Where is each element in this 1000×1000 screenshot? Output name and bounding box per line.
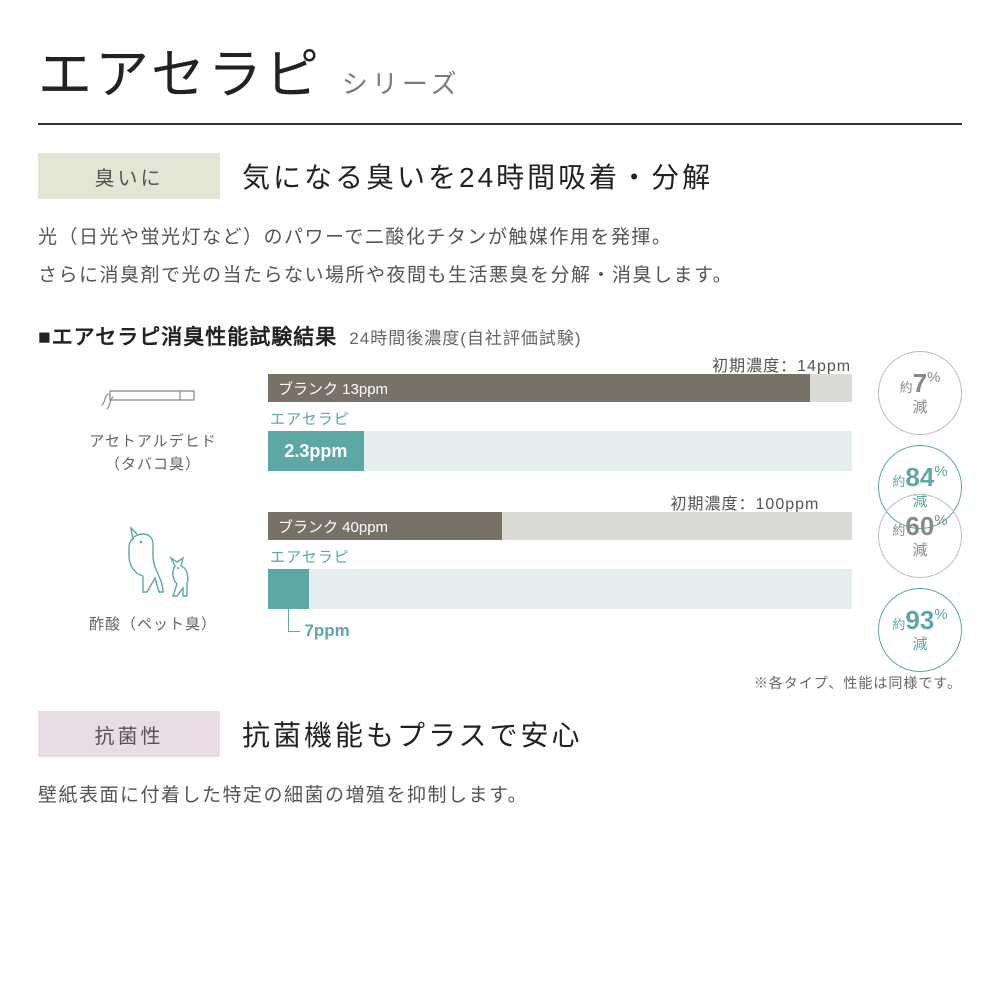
chart-title: ■エアセラピ消臭性能試験結果 — [38, 321, 337, 351]
badge-teal-2: 約93% 減 — [878, 588, 962, 672]
blank-bar-track-2: ブランク 40ppm — [268, 512, 852, 540]
chart-icon-label-2: 酢酸（ペット臭） — [89, 614, 217, 637]
section2-header: 抗菌性 抗菌機能もプラスで安心 — [38, 711, 962, 757]
product-bar-1: 2.3ppm — [268, 431, 364, 471]
section1-tag: 臭いに — [38, 153, 220, 199]
product-name-2: エアセラピ — [270, 546, 852, 567]
chart-footnote: ※各タイプ、性能は同様です。 — [38, 673, 962, 693]
badge-col-2: 約60% 減 約93% 減 — [878, 494, 962, 672]
section2-tag: 抗菌性 — [38, 711, 220, 757]
cigarette-icon — [98, 369, 208, 425]
title-divider — [38, 123, 962, 125]
section1-heading: 気になる臭いを24時間吸着・分解 — [242, 156, 713, 196]
chart-block-2: 酢酸（ペット臭） 初期濃度：100ppm ブランク 40ppm エアセラピ — [38, 512, 962, 643]
chart-icon-col-1: アセトアルデヒド （タバコ臭） — [38, 369, 268, 476]
section1-body: 光（日光や蛍光灯など）のパワーで二酸化チタンが触媒作用を発揮。さらに消臭剤で光の… — [38, 219, 962, 295]
chart-icon-col-2: 酢酸（ペット臭） — [38, 518, 268, 637]
chart-title-row: ■エアセラピ消臭性能試験結果 24時間後濃度(自社評価試験) — [38, 321, 962, 351]
chart-subtitle: 24時間後濃度(自社評価試験) — [349, 324, 581, 349]
pets-icon — [93, 518, 213, 608]
blank-bar-fill-1: ブランク 13ppm — [268, 374, 810, 402]
product-bar-2 — [268, 569, 309, 609]
pointer-row-2: 7ppm — [268, 609, 852, 643]
section1-header: 臭いに 気になる臭いを24時間吸着・分解 — [38, 153, 962, 199]
title-main: エアセラピ — [38, 30, 322, 109]
initial-label-1: 初期濃度：14ppm — [712, 352, 851, 376]
product-row-2 — [268, 569, 852, 609]
chart-icon-label-1: アセトアルデヒド （タバコ臭） — [89, 431, 217, 476]
initial-label-2: 初期濃度：100ppm — [671, 490, 820, 514]
blank-bar-track-1: ブランク 13ppm — [268, 374, 852, 402]
title-sub: シリーズ — [342, 64, 461, 101]
chart-block-1: アセトアルデヒド （タバコ臭） 初期濃度：14ppm ブランク 13ppm エア… — [38, 369, 962, 476]
product-row-1: 2.3ppm — [268, 431, 852, 471]
section2-body: 壁紙表面に付着した特定の細菌の増殖を抑制します。 — [38, 777, 962, 815]
badge-gray-2: 約60% 減 — [878, 494, 962, 578]
title-row: エアセラピ シリーズ — [38, 30, 962, 109]
badge-gray-1: 約7% 減 — [878, 351, 962, 435]
bars-col-2: 初期濃度：100ppm ブランク 40ppm エアセラピ 7ppm — [268, 512, 962, 643]
blank-bar-fill-2: ブランク 40ppm — [268, 512, 502, 540]
product-name-1: エアセラピ — [270, 408, 852, 429]
section2-heading: 抗菌機能もプラスで安心 — [242, 714, 582, 754]
bars-col-1: 初期濃度：14ppm ブランク 13ppm エアセラピ 2.3ppm — [268, 374, 962, 471]
